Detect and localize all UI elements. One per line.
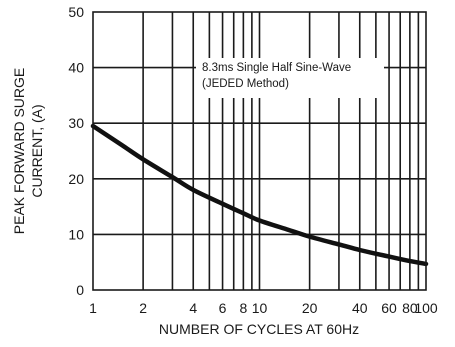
x-tick-label: 100 — [414, 300, 438, 316]
surge-current-curve — [90, 123, 429, 267]
annotation-box: 8.3ms Single Half Sine-Wave (JEDED Metho… — [196, 58, 384, 98]
x-tick-label: 1 — [89, 300, 97, 316]
y-tick-label: 10 — [68, 226, 84, 242]
annotation-line-1: 8.3ms Single Half Sine-Wave — [202, 62, 351, 74]
x-tick-label: 60 — [381, 300, 397, 316]
x-axis-label: NUMBER OF CYCLES AT 60Hz — [159, 321, 359, 337]
annotation-background — [196, 58, 384, 98]
x-tick-label: 40 — [352, 300, 368, 316]
x-tick-label: 4 — [189, 300, 197, 316]
y-tick-label: 0 — [76, 282, 84, 298]
y-tick-label: 50 — [68, 4, 84, 20]
annotation-line-2: (JEDED Method) — [202, 78, 289, 90]
y-tick-label: 30 — [68, 115, 84, 131]
grid — [93, 12, 426, 290]
x-tick-label: 20 — [302, 300, 318, 316]
x-tick-label: 6 — [219, 300, 227, 316]
plot-frame — [92, 11, 427, 291]
y-axis-label-line-1: PEAK FORWARD SURGE — [11, 68, 27, 234]
x-tick-label: 80 — [402, 300, 418, 316]
x-tick-label: 2 — [139, 300, 147, 316]
y-axis-label-line-2: CURRENT, (A) — [29, 104, 45, 197]
y-tick-label: 40 — [68, 60, 84, 76]
x-tick-label: 10 — [252, 300, 268, 316]
curve-layer — [90, 123, 429, 267]
x-tick-label: 8 — [239, 300, 247, 316]
y-tick-label: 20 — [68, 171, 84, 187]
